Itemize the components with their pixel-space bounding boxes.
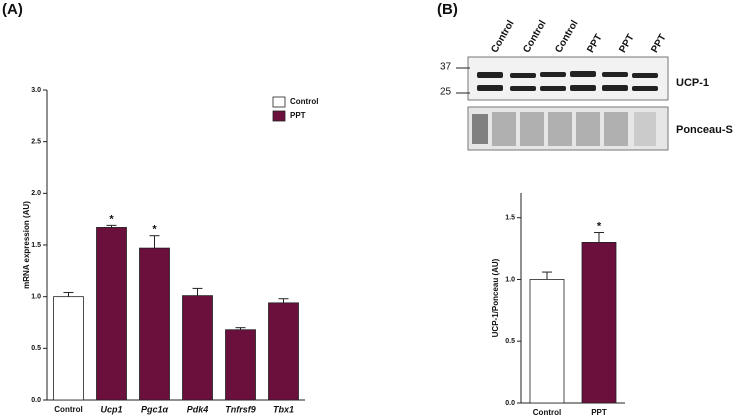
y-tick-label: 0.5 <box>505 338 515 345</box>
x-tick-label: Tbx1 <box>273 404 294 414</box>
bar <box>529 279 565 404</box>
bar <box>182 295 213 401</box>
panel-label: (B) <box>437 1 458 18</box>
lane-label: PPT <box>617 32 636 54</box>
marker-label: 25 <box>440 87 452 98</box>
x-tick-label: PPT <box>591 408 607 416</box>
legend-label: PPT <box>290 111 306 120</box>
x-tick-label: Pdk4 <box>187 404 209 414</box>
significance-mark: * <box>597 220 602 232</box>
significance-mark: * <box>152 224 157 236</box>
y-tick-label: 1.5 <box>31 242 41 249</box>
legend-swatch <box>272 110 286 122</box>
blot-label: Ponceau-S <box>676 124 733 136</box>
western-blot: 37 25 UCP-1 Ponceau-S <box>440 56 733 151</box>
y-tick-label: 1.0 <box>31 294 41 301</box>
bands <box>477 71 658 91</box>
bar <box>139 247 170 401</box>
x-tick-label: Ucp1 <box>100 404 122 414</box>
y-tick-label: 2.0 <box>31 190 41 197</box>
y-tick-label: 1.0 <box>505 276 515 283</box>
legend-label: Control <box>290 97 318 106</box>
bar <box>268 302 299 401</box>
bar <box>225 329 256 401</box>
y-tick-label: 0.0 <box>505 400 515 407</box>
y-tick-label: 0.0 <box>31 397 41 404</box>
blot-label: UCP-1 <box>676 77 709 89</box>
bar <box>581 242 617 404</box>
panel-label: (A) <box>2 1 23 18</box>
x-tick-label: Tnfrsf9 <box>225 404 256 414</box>
lane-label: Control <box>553 18 580 54</box>
bar <box>53 296 84 401</box>
lane-label: Control <box>521 18 548 54</box>
y-axis-label: mRNA expression (AU) <box>22 201 31 289</box>
y-tick-label: 1.5 <box>505 215 515 222</box>
y-axis-label: UCP-1/Ponceau (AU) <box>491 258 500 337</box>
x-tick-label: Control <box>54 405 82 414</box>
y-tick-label: 3.0 <box>31 87 41 94</box>
y-tick-label: 2.5 <box>31 139 41 146</box>
y-tick-label: 0.5 <box>31 345 41 352</box>
blot-box <box>467 56 669 101</box>
ponceau-lanes <box>472 112 656 146</box>
legend-swatch <box>272 96 286 108</box>
lane-label: Control <box>489 18 516 54</box>
x-tick-label: Pgc1α <box>141 404 169 414</box>
bar <box>96 227 127 401</box>
marker-label: 37 <box>440 62 452 73</box>
lane-label: PPT <box>649 32 668 54</box>
lane-label: PPT <box>585 32 604 54</box>
significance-mark: * <box>109 213 114 225</box>
x-tick-label: Control <box>533 408 561 416</box>
